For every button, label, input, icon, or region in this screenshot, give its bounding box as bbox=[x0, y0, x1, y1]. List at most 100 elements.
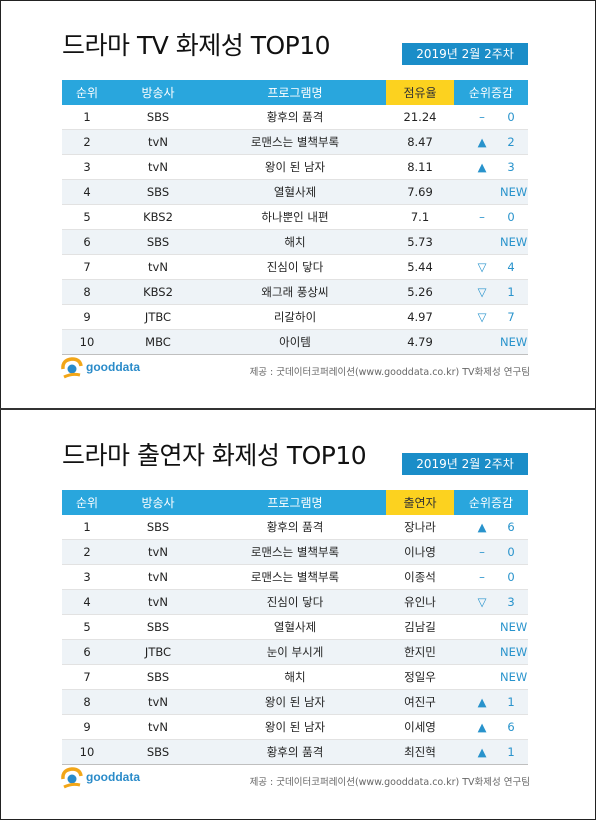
rank-cell: 2 bbox=[62, 539, 112, 565]
header-rank: 순위 bbox=[62, 490, 112, 515]
change-indicator-icon: ▽ bbox=[477, 310, 487, 324]
change-indicator-icon: ▲ bbox=[477, 160, 487, 174]
panel-cast-buzz: 드라마 출연자 화제성 TOP10 2019년 2월 2주차 순위 방송사 프로… bbox=[0, 410, 596, 818]
week-badge: 2019년 2월 2주차 bbox=[402, 43, 528, 65]
rank-change-cell: ▲ 3 bbox=[454, 154, 528, 180]
change-value: 0 bbox=[507, 210, 515, 224]
rank-cell: 3 bbox=[62, 564, 112, 590]
change-value: NEW bbox=[500, 335, 528, 349]
network-cell: tvN bbox=[112, 129, 204, 155]
rank-change-cell: ▲ 6 bbox=[454, 714, 528, 740]
header-rank: 순위 bbox=[62, 80, 112, 105]
change-indicator-icon: – bbox=[479, 545, 485, 559]
rank-change-cell: –0 bbox=[454, 564, 528, 590]
network-cell: SBS bbox=[112, 105, 204, 130]
header-network: 방송사 bbox=[112, 80, 204, 105]
rank-change-cell: ▲ 2 bbox=[454, 129, 528, 155]
network-cell: JTBC bbox=[112, 304, 204, 330]
change-value: NEW bbox=[500, 185, 528, 199]
table-row: 6 SBS 해치 5.73 NEW bbox=[62, 229, 528, 255]
header-share: 점유율 bbox=[386, 80, 454, 105]
network-cell: tvN bbox=[112, 254, 204, 280]
rank-change-cell: ▲ 1 bbox=[454, 689, 528, 715]
cast-cell: 한지민 bbox=[386, 639, 454, 665]
table-row: 8 KBS2 왜그래 풍상씨 5.26 ▽ 1 bbox=[62, 279, 528, 305]
share-cell: 4.79 bbox=[386, 329, 454, 355]
rank-change-cell: –0 bbox=[454, 539, 528, 565]
program-cell: 아이템 bbox=[204, 329, 386, 355]
change-value: 3 bbox=[507, 160, 515, 174]
header-network: 방송사 bbox=[112, 490, 204, 515]
table-header: 순위 방송사 프로그램명 출연자 순위증감 bbox=[62, 490, 528, 515]
gooddata-logo-icon bbox=[61, 767, 83, 789]
program-cell: 로맨스는 별책부록 bbox=[204, 129, 386, 155]
rank-cell: 5 bbox=[62, 614, 112, 640]
table-row: 5 KBS2 하나뿐인 내편 7.1–0 bbox=[62, 204, 528, 230]
program-cell: 왜그래 풍상씨 bbox=[204, 279, 386, 305]
change-value: 0 bbox=[507, 545, 515, 559]
change-value: 6 bbox=[507, 720, 515, 734]
program-cell: 해치 bbox=[204, 229, 386, 255]
change-indicator-icon: ▲ bbox=[477, 720, 487, 734]
program-cell: 진심이 닿다 bbox=[204, 589, 386, 615]
network-cell: KBS2 bbox=[112, 204, 204, 230]
gooddata-logo: gooddata bbox=[60, 355, 140, 381]
change-value: 1 bbox=[507, 285, 515, 299]
change-indicator-icon: – bbox=[479, 570, 485, 584]
network-cell: SBS bbox=[112, 515, 204, 540]
rank-change-cell: –0 bbox=[454, 105, 528, 130]
table-row: 7 SBS 해치 정일우 NEW bbox=[62, 664, 528, 690]
rank-change-cell: NEW bbox=[454, 229, 528, 255]
header-cast: 출연자 bbox=[386, 490, 454, 515]
table-header: 순위 방송사 프로그램명 점유율 순위증감 bbox=[62, 80, 528, 105]
rank-change-cell: –0 bbox=[454, 204, 528, 230]
network-cell: SBS bbox=[112, 739, 204, 765]
change-indicator-icon: – bbox=[479, 210, 485, 224]
program-cell: 왕이 된 남자 bbox=[204, 154, 386, 180]
gooddata-logo: gooddata bbox=[60, 765, 140, 791]
change-indicator-icon: ▽ bbox=[477, 260, 487, 274]
change-value: 7 bbox=[507, 310, 515, 324]
share-cell: 7.69 bbox=[386, 179, 454, 205]
change-value: 4 bbox=[507, 260, 515, 274]
network-cell: tvN bbox=[112, 539, 204, 565]
network-cell: SBS bbox=[112, 229, 204, 255]
program-cell: 열혈사제 bbox=[204, 179, 386, 205]
network-cell: tvN bbox=[112, 589, 204, 615]
network-cell: tvN bbox=[112, 689, 204, 715]
change-indicator-icon: ▽ bbox=[477, 595, 487, 609]
rank-change-cell: ▽ 3 bbox=[454, 589, 528, 615]
table-row: 7 tvN 진심이 닿다 5.44 ▽ 4 bbox=[62, 254, 528, 280]
network-cell: JTBC bbox=[112, 639, 204, 665]
rank-cell: 1 bbox=[62, 515, 112, 540]
change-value: NEW bbox=[500, 645, 528, 659]
cast-cell: 이세영 bbox=[386, 714, 454, 740]
change-value: 1 bbox=[507, 745, 515, 759]
share-cell: 5.44 bbox=[386, 254, 454, 280]
header-rank-change: 순위증감 bbox=[454, 490, 528, 515]
rank-change-cell: NEW bbox=[454, 664, 528, 690]
logo-text: gooddata bbox=[86, 360, 140, 374]
table-row: 6 JTBC 눈이 부시게 한지민 NEW bbox=[62, 639, 528, 665]
rank-cell: 4 bbox=[62, 179, 112, 205]
table-row: 3 tvN 왕이 된 남자 8.11 ▲ 3 bbox=[62, 154, 528, 180]
network-cell: SBS bbox=[112, 664, 204, 690]
network-cell: tvN bbox=[112, 714, 204, 740]
program-cell: 로맨스는 별책부록 bbox=[204, 539, 386, 565]
cast-cell: 유인나 bbox=[386, 589, 454, 615]
rank-cell: 4 bbox=[62, 589, 112, 615]
panel-divider bbox=[0, 408, 596, 410]
rank-change-cell: ▽ 7 bbox=[454, 304, 528, 330]
rank-change-cell: NEW bbox=[454, 639, 528, 665]
rank-cell: 9 bbox=[62, 714, 112, 740]
program-cell: 눈이 부시게 bbox=[204, 639, 386, 665]
change-value: 6 bbox=[507, 520, 515, 534]
share-cell: 5.26 bbox=[386, 279, 454, 305]
network-cell: MBC bbox=[112, 329, 204, 355]
network-cell: tvN bbox=[112, 154, 204, 180]
change-indicator-icon: ▲ bbox=[477, 135, 487, 149]
rank-change-cell: NEW bbox=[454, 179, 528, 205]
table-row: 8 tvN 왕이 된 남자 여진구 ▲ 1 bbox=[62, 689, 528, 715]
change-value: 2 bbox=[507, 135, 515, 149]
